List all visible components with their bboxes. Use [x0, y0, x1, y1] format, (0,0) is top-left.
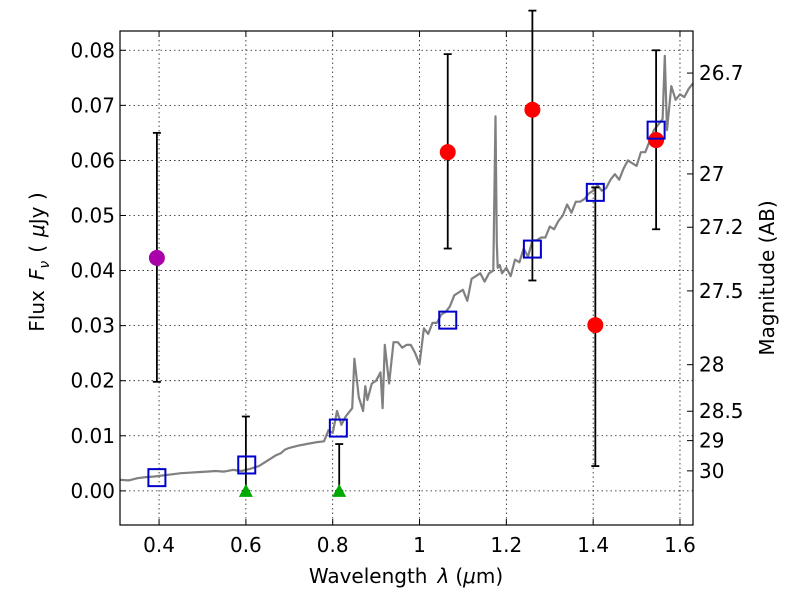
magnitude-axis-ticks: 26.7 27 27.2 27.5 28 28.5 29 30: [687, 61, 744, 483]
x-tick-label: 0.4: [143, 533, 175, 557]
x-label-unit-open: (: [455, 564, 463, 588]
y-tick-label: 0.04: [70, 259, 115, 283]
non_detections-marker: [332, 483, 347, 497]
y-label-unit-open: (: [25, 245, 49, 253]
y-tick-label: 0.08: [70, 38, 115, 62]
magnitude-tick-label: 27.2: [699, 215, 744, 239]
grid: [120, 31, 693, 525]
x-tick-label: 0.6: [230, 533, 262, 557]
y-label-symbol: F: [25, 268, 49, 280]
detections-point: [439, 144, 456, 161]
model_photometry-box: [585, 182, 605, 202]
y-tick-label: 0.00: [70, 479, 115, 503]
magnitude-tick-label: 28.5: [699, 399, 744, 423]
model_photometry-box: [522, 239, 542, 259]
template-spectrum: [119, 54, 694, 482]
y-tick-label: 0.03: [70, 314, 115, 338]
x-tick-label: 1: [413, 533, 426, 557]
model_photometry-box: [237, 455, 257, 475]
y-tick-label: 0.01: [70, 424, 115, 448]
magnitude-tick-label: 27: [699, 162, 724, 186]
magnitude-tick-label: 27.5: [699, 279, 744, 303]
y-tick-label: 0.06: [70, 148, 115, 172]
error-bars: [152, 9, 661, 492]
magnitude-axis-label: Magnitude (AB): [755, 200, 779, 355]
y-tick-label: 0.02: [70, 369, 115, 393]
x-label-unit-rest: m): [476, 564, 503, 588]
magnitude-tick-label: 30: [699, 459, 724, 483]
detections-point: [648, 132, 665, 149]
x-tick-label: 1.2: [490, 533, 522, 557]
x-tick-label: 0.8: [317, 533, 349, 557]
non_detections-marker: [238, 483, 253, 497]
y-label-unit-rest: Jy ): [25, 192, 49, 226]
y-tick-label: 0.07: [70, 93, 115, 117]
x-axis-ticks: 0.4 0.6 0.8 1 1.2 1.4 1.6: [143, 31, 696, 557]
y-label-unit-mu: μ: [25, 224, 49, 238]
x-label-unit-mu: μ: [462, 564, 476, 588]
data-markers: [147, 101, 666, 497]
blue_band-point: [148, 249, 165, 266]
model_photometry-box: [438, 310, 458, 330]
detections-point: [524, 101, 541, 118]
model_photometry-box: [646, 120, 666, 140]
magnitude-tick-label: 29: [699, 429, 724, 453]
y-tick-label: 0.05: [70, 203, 115, 227]
x-tick-label: 1.6: [664, 533, 696, 557]
x-axis-label: Wavelength λ (μm): [309, 564, 503, 588]
plot-frame: [119, 30, 694, 526]
spectrum-line: [119, 54, 694, 482]
y-label-subscript: ν: [37, 261, 53, 269]
model_photometry-box: [147, 468, 167, 488]
magnitude-tick-label: 26.7: [699, 61, 744, 85]
detections-point: [587, 317, 604, 334]
y-label-text: Flux: [25, 290, 49, 332]
model_photometry-box: [328, 418, 348, 438]
x-label-text: Wavelength: [309, 564, 428, 588]
y-axis-label: Flux Fν ( μJy ): [25, 192, 53, 331]
x-label-symbol: λ: [436, 564, 449, 588]
x-tick-label: 1.4: [577, 533, 609, 557]
magnitude-tick-label: 28: [699, 353, 724, 377]
y-axis-ticks: 0.00 0.01 0.02 0.03 0.04 0.05 0.06 0.07 0.08: [70, 38, 126, 503]
